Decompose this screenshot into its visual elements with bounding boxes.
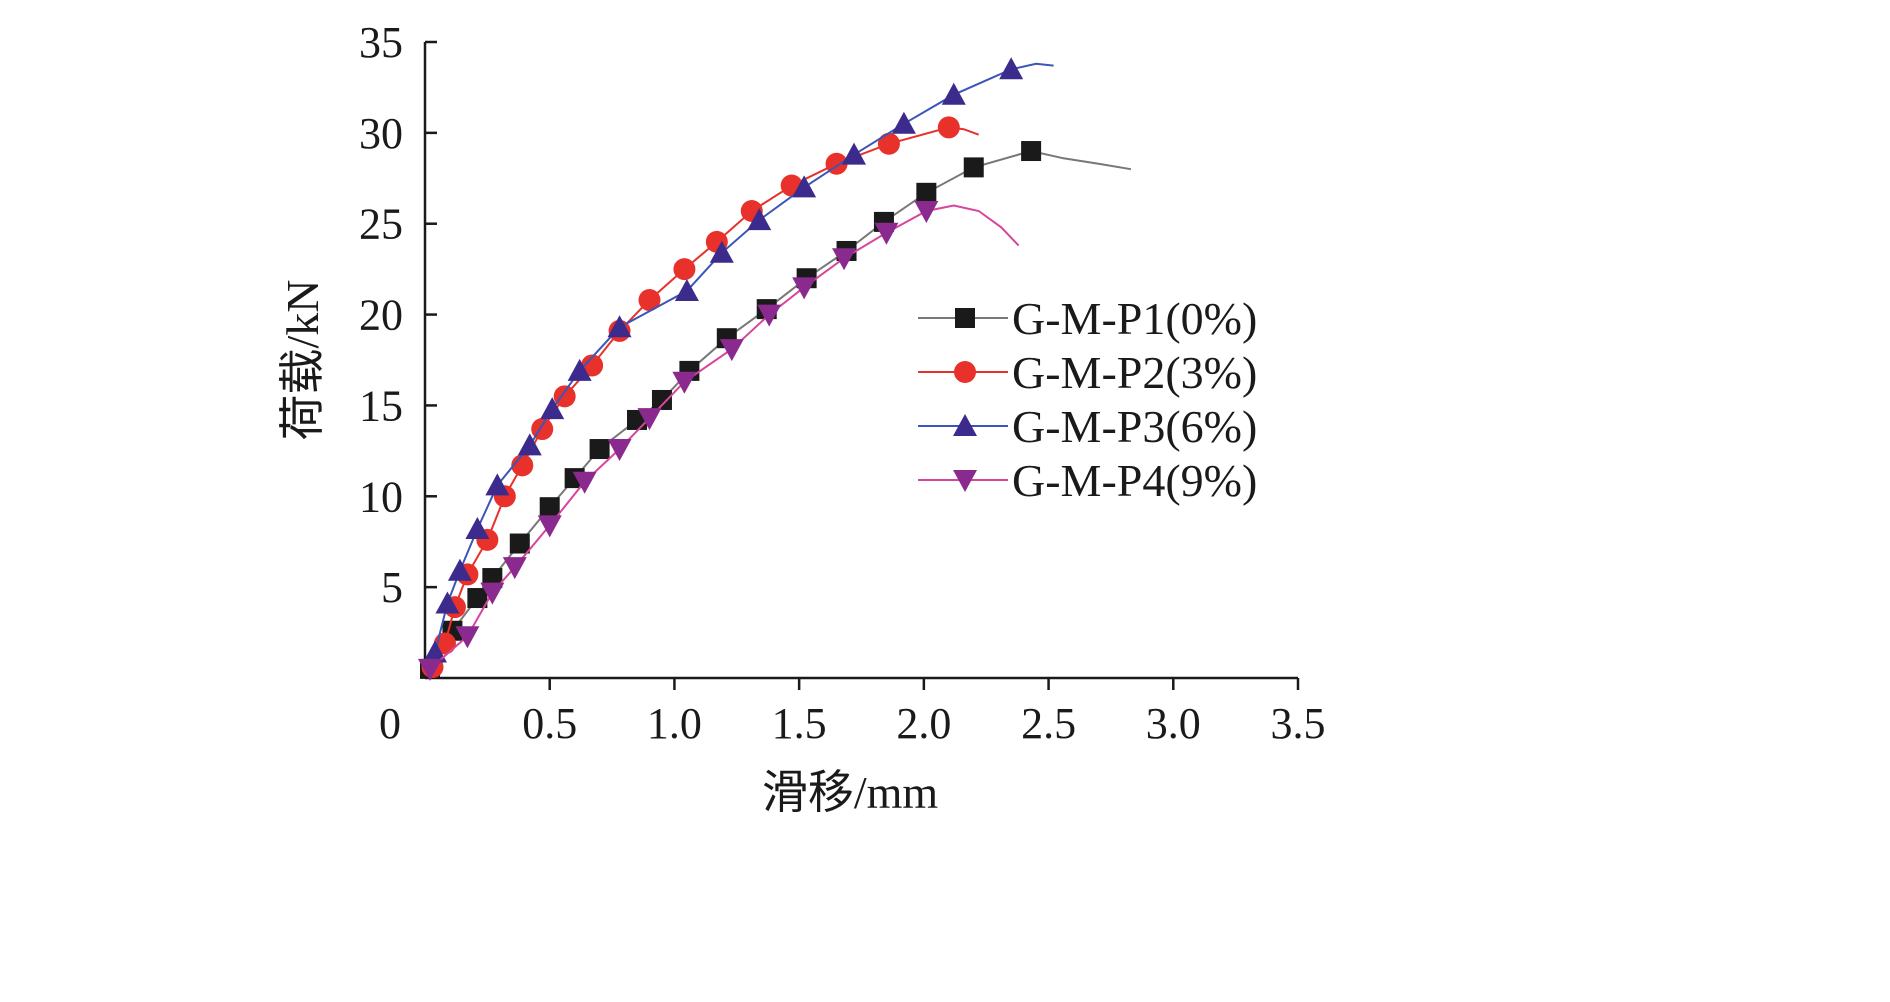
origin-label: 0 bbox=[379, 699, 401, 748]
data-point bbox=[572, 471, 597, 494]
series-4 bbox=[417, 200, 1020, 681]
data-point bbox=[455, 626, 480, 649]
plot-axes: 0.5 1.0 1.5 2.0 2.5 3.0 3.5 5 10 15 20 25 30 35 bbox=[359, 18, 1326, 748]
data-point bbox=[537, 515, 562, 538]
x-tick-label: 2.5 bbox=[1021, 699, 1076, 748]
x-tick-label: 2.0 bbox=[896, 699, 951, 748]
series-line bbox=[429, 204, 1020, 670]
data-point bbox=[937, 116, 960, 139]
legend-label: G-M-P1(0%) bbox=[1012, 293, 1257, 344]
data-point bbox=[637, 408, 662, 431]
data-point bbox=[485, 473, 510, 496]
data-point bbox=[422, 640, 447, 663]
data-point bbox=[877, 132, 900, 155]
data-point bbox=[607, 315, 632, 338]
x-tick-label: 1.0 bbox=[647, 699, 702, 748]
data-point bbox=[567, 358, 592, 381]
y-tick-label: 35 bbox=[359, 18, 403, 67]
series-3 bbox=[422, 57, 1054, 663]
data-point bbox=[842, 142, 867, 165]
data-point bbox=[792, 175, 817, 198]
data-point bbox=[553, 385, 576, 408]
data-point bbox=[709, 240, 734, 263]
legend-item: G-M-P3(6%) bbox=[918, 401, 1257, 452]
data-point bbox=[417, 658, 442, 681]
legend-marker bbox=[954, 361, 976, 383]
x-ticks: 0.5 1.0 1.5 2.0 2.5 3.0 3.5 bbox=[522, 678, 1326, 748]
data-point bbox=[502, 557, 527, 580]
data-point bbox=[963, 157, 984, 178]
legend-marker bbox=[955, 308, 975, 328]
legend-item: G-M-P1(0%) bbox=[918, 293, 1257, 344]
data-point bbox=[672, 371, 697, 394]
data-point bbox=[465, 516, 490, 539]
data-point bbox=[589, 439, 610, 460]
series-layer bbox=[417, 57, 1132, 681]
data-point bbox=[891, 111, 916, 134]
y-tick-label: 15 bbox=[359, 381, 403, 430]
series-line bbox=[431, 126, 980, 668]
y-tick-label: 30 bbox=[359, 109, 403, 158]
data-point bbox=[747, 208, 772, 231]
data-point bbox=[916, 182, 937, 203]
x-tick-label: 3.5 bbox=[1271, 699, 1326, 748]
data-point bbox=[719, 339, 744, 362]
data-point bbox=[651, 389, 672, 410]
y-axis-title: 荷载/kN bbox=[277, 280, 328, 441]
data-point bbox=[467, 588, 488, 609]
data-point bbox=[540, 397, 565, 420]
legend-marker bbox=[953, 470, 977, 492]
y-tick-label: 10 bbox=[359, 472, 403, 521]
x-axis-title: 滑移/mm bbox=[762, 767, 939, 818]
data-point bbox=[509, 533, 530, 554]
data-point bbox=[638, 289, 661, 312]
y-tick-label: 5 bbox=[381, 563, 403, 612]
legend-label: G-M-P4(9%) bbox=[1012, 455, 1257, 506]
legend: G-M-P1(0%)G-M-P2(3%)G-M-P3(6%)G-M-P4(9%) bbox=[918, 293, 1257, 506]
data-point bbox=[435, 591, 460, 614]
data-point bbox=[674, 278, 699, 301]
x-tick-label: 1.5 bbox=[772, 699, 827, 748]
data-point bbox=[447, 558, 472, 581]
data-point bbox=[517, 433, 542, 456]
data-point bbox=[941, 82, 966, 105]
data-point bbox=[792, 277, 817, 300]
x-tick-label: 3.0 bbox=[1146, 699, 1201, 748]
y-ticks: 5 10 15 20 25 30 35 bbox=[359, 18, 437, 612]
legend-item: G-M-P2(3%) bbox=[918, 347, 1257, 398]
x-tick-label: 0.5 bbox=[522, 699, 577, 748]
legend-label: G-M-P2(3%) bbox=[1012, 347, 1257, 398]
legend-marker bbox=[953, 414, 977, 436]
legend-label: G-M-P3(6%) bbox=[1012, 401, 1257, 452]
series-line bbox=[434, 62, 1054, 653]
y-tick-label: 20 bbox=[359, 291, 403, 340]
data-point bbox=[832, 248, 857, 271]
data-point bbox=[914, 200, 939, 223]
data-point bbox=[673, 258, 696, 281]
data-point bbox=[757, 304, 782, 327]
y-tick-label: 25 bbox=[359, 200, 403, 249]
data-point bbox=[607, 439, 632, 462]
data-point bbox=[480, 582, 505, 605]
data-point bbox=[1021, 141, 1042, 162]
legend-item: G-M-P4(9%) bbox=[918, 455, 1257, 506]
series-2 bbox=[421, 116, 980, 679]
data-point bbox=[874, 222, 899, 245]
data-point bbox=[581, 354, 604, 377]
data-point bbox=[999, 57, 1024, 80]
data-point bbox=[539, 497, 560, 518]
